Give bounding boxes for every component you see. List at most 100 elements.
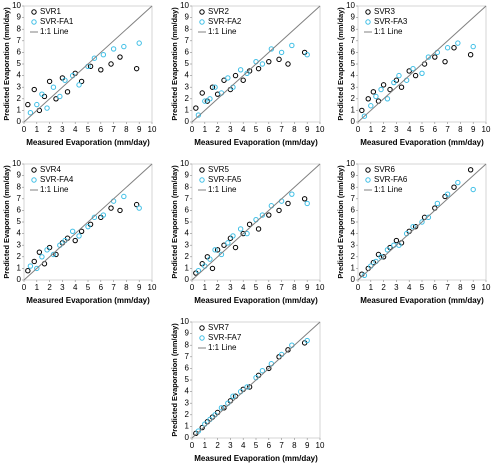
point — [199, 90, 205, 96]
point — [266, 58, 272, 65]
y-axis-label: Predicted Evaporation (mm/day) — [2, 165, 11, 279]
legend-label: SVR5 — [208, 165, 229, 174]
point — [240, 77, 246, 83]
point — [384, 247, 391, 253]
y-tick-label: 0 — [351, 275, 356, 284]
legend-label: 1:1 Line — [208, 185, 237, 194]
legend-label: 1:1 Line — [40, 185, 69, 194]
point — [398, 84, 405, 90]
x-tick-label: 9 — [471, 283, 476, 292]
y-tick-label: 1 — [185, 422, 190, 431]
legend-label: SVR-FA1 — [40, 17, 74, 26]
point — [255, 226, 262, 232]
y-axis-label: Predicted Evaporation (mm/day) — [2, 7, 11, 121]
point — [34, 101, 40, 108]
x-tick-label: 6 — [267, 283, 272, 292]
y-tick-label: 2 — [185, 252, 190, 261]
point — [255, 65, 262, 72]
point — [121, 193, 127, 200]
y-tick-label: 3 — [351, 82, 356, 91]
point — [244, 230, 250, 237]
point — [455, 40, 461, 46]
x-axis-label: Measured Evaporation (mm/day) — [360, 296, 484, 305]
point — [193, 105, 199, 111]
x-tick-label: 0 — [190, 125, 195, 134]
legend-marker — [365, 167, 371, 173]
x-tick-label: 5 — [254, 441, 259, 450]
legend-label: 1:1 Line — [374, 27, 403, 36]
point — [237, 67, 244, 73]
y-tick-label: 8 — [185, 24, 190, 33]
reference-line — [191, 321, 321, 439]
point — [100, 212, 107, 218]
y-tick-label: 10 — [12, 1, 21, 10]
x-tick-label: 1 — [203, 283, 208, 292]
point — [393, 237, 400, 244]
x-tick-label: 1 — [369, 283, 374, 292]
legend-marker — [199, 9, 205, 15]
y-tick-label: 4 — [17, 71, 22, 80]
point — [259, 368, 266, 374]
y-tick-label: 5 — [185, 375, 190, 384]
x-tick-label: 6 — [433, 125, 438, 134]
legend-label: 1:1 Line — [208, 27, 237, 36]
y-tick-label: 10 — [180, 1, 189, 10]
x-axis-label: Measured Evaporation (mm/day) — [26, 138, 150, 147]
x-tick-label: 3 — [228, 441, 233, 450]
x-tick-label: 3 — [60, 283, 65, 292]
x-tick-label: 2 — [47, 283, 52, 292]
legend-label: SVR1 — [40, 7, 61, 16]
point — [225, 240, 231, 246]
legend-label: SVR-FA3 — [374, 17, 408, 26]
point — [412, 223, 419, 230]
point — [285, 200, 291, 207]
point — [268, 46, 275, 52]
legend-marker — [365, 19, 371, 25]
point — [370, 89, 377, 95]
point — [110, 46, 117, 52]
point — [31, 86, 37, 93]
x-tick-label: 1 — [369, 125, 374, 134]
legend-marker — [365, 9, 371, 15]
y-tick-label: 5 — [185, 217, 190, 226]
x-tick-label: 8 — [458, 125, 463, 134]
y-tick-label: 3 — [17, 240, 22, 249]
x-tick-label: 4 — [407, 125, 412, 134]
point — [455, 179, 461, 186]
legend-marker — [199, 167, 205, 173]
point — [289, 191, 295, 197]
y-tick-label: 8 — [17, 24, 22, 33]
x-tick-label: 9 — [471, 125, 476, 134]
x-tick-label: 10 — [482, 283, 491, 292]
y-tick-label: 6 — [185, 206, 190, 215]
x-tick-label: 3 — [60, 125, 65, 134]
x-tick-label: 10 — [316, 441, 325, 450]
y-tick-label: 7 — [17, 36, 22, 45]
y-axis-label: Predicted Evaporation (mm/day) — [170, 165, 179, 279]
x-tick-label: 0 — [22, 283, 27, 292]
point — [214, 247, 221, 253]
point — [91, 55, 98, 61]
point — [202, 98, 208, 104]
point — [218, 251, 225, 258]
y-tick-label: 9 — [185, 13, 190, 22]
point — [108, 61, 114, 67]
legend-label: SVR2 — [208, 7, 229, 16]
y-tick-label: 5 — [17, 217, 22, 226]
point — [276, 207, 282, 214]
point — [221, 77, 227, 83]
y-tick-label: 0 — [17, 275, 22, 284]
legend-marker — [199, 177, 205, 183]
y-tick-label: 1 — [185, 264, 190, 273]
x-tick-label: 4 — [241, 283, 246, 292]
point — [434, 200, 441, 207]
x-tick-label: 1 — [35, 283, 40, 292]
x-tick-label: 1 — [35, 125, 40, 134]
y-axis-label: Predicted Evaporation (mm/day) — [336, 165, 345, 279]
point — [25, 101, 31, 108]
point — [359, 107, 365, 114]
